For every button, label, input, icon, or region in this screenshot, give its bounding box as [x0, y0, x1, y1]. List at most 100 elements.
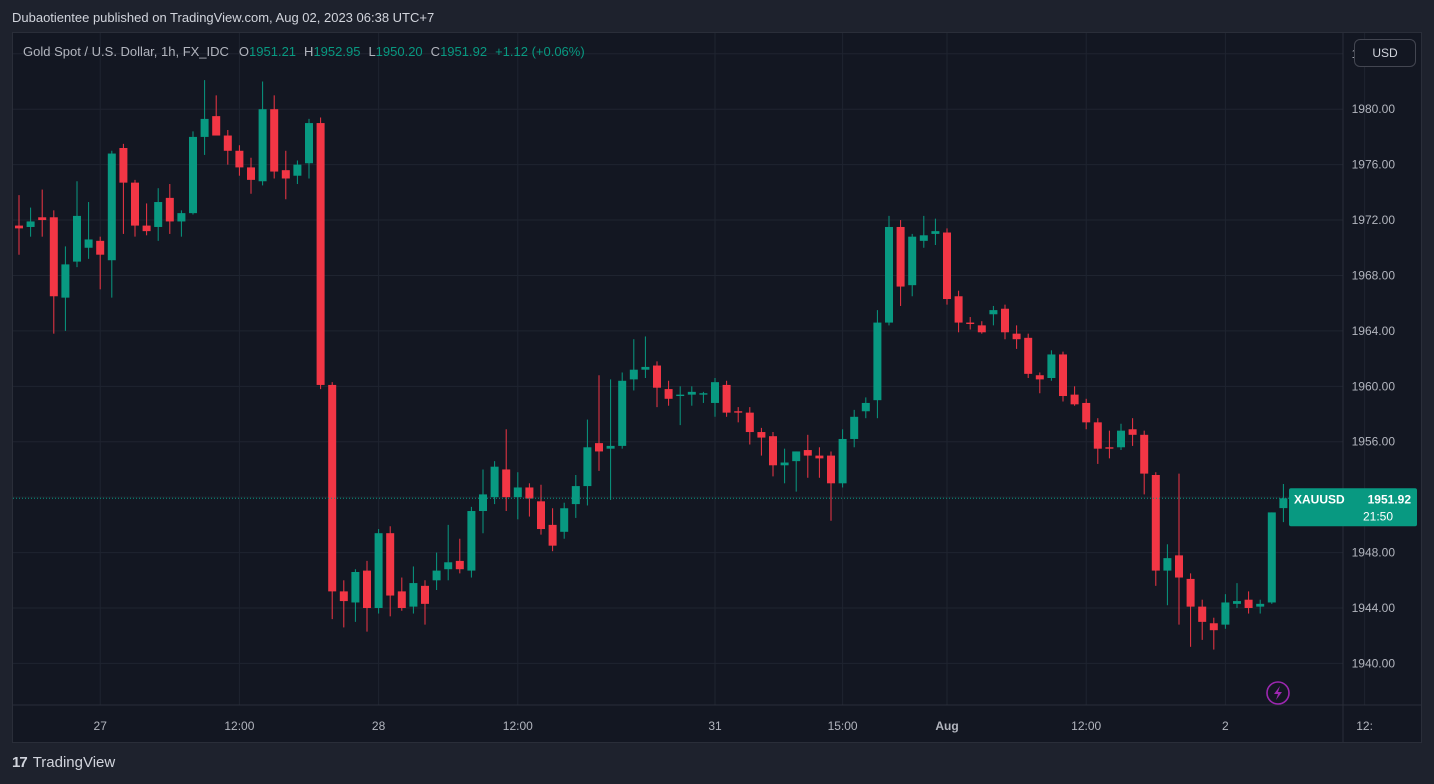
candle [1070, 386, 1079, 406]
candle [142, 203, 151, 236]
candle [1001, 304, 1009, 340]
candle [235, 145, 244, 176]
candle [919, 215, 928, 248]
candle [107, 150, 116, 298]
candle [560, 502, 569, 539]
candle-body [247, 167, 255, 180]
candle [490, 461, 499, 505]
candle-body [1256, 603, 1265, 607]
tradingview-brand: TradingView [32, 754, 116, 771]
candle [293, 160, 302, 185]
candle [641, 336, 650, 379]
candle [583, 419, 592, 506]
candle [989, 305, 998, 326]
candle-body [502, 469, 511, 498]
candle-body [1093, 422, 1102, 449]
candle [757, 427, 766, 456]
time-tick-label: 28 [372, 719, 386, 733]
candle-body [339, 591, 348, 602]
candle-body [142, 225, 151, 232]
candle [223, 129, 232, 165]
candle-body [293, 164, 302, 176]
candle-body [548, 524, 557, 546]
currency-button[interactable]: USD [1354, 39, 1416, 67]
candle-body [1279, 498, 1288, 509]
candle [977, 321, 986, 334]
candle-body [235, 150, 244, 168]
candle [397, 577, 406, 611]
candle-body [769, 436, 777, 466]
candle [84, 202, 93, 259]
candle-body [595, 443, 603, 452]
candle-body [200, 118, 209, 137]
candles [15, 80, 1288, 650]
candle-body [455, 560, 464, 570]
candle [1221, 594, 1230, 629]
candle-body [223, 135, 232, 151]
candle [339, 580, 348, 628]
candle-body [1059, 354, 1067, 397]
candle [1012, 325, 1021, 349]
time-axis[interactable]: 27 12:00 28 12:00 31 15:00 Aug 12:00 2 12: [94, 719, 1373, 733]
candle-body [838, 438, 847, 484]
candle-body [1047, 354, 1056, 379]
candle-body [189, 136, 197, 214]
candle-body [1001, 308, 1009, 333]
candle [154, 188, 163, 241]
candle [769, 432, 777, 477]
candle-body [1186, 578, 1195, 607]
candle [467, 506, 476, 578]
price-tick-label: 1960.00 [1352, 379, 1396, 393]
candle-body [316, 123, 325, 385]
candle [908, 233, 917, 297]
candle-body [177, 213, 186, 222]
grid-lines [13, 33, 1421, 742]
candle-body [1105, 447, 1114, 449]
candle-body [421, 585, 429, 604]
candle [212, 95, 221, 136]
candle [131, 179, 139, 237]
candle-body [61, 264, 70, 298]
lightning-icon[interactable] [1266, 681, 1290, 705]
candle [850, 409, 859, 448]
tradingview-logo[interactable]: 17 TradingView [12, 754, 115, 771]
candle [1035, 372, 1044, 394]
price-tick-label: 1980.00 [1352, 102, 1396, 116]
candle [432, 552, 441, 590]
price-axis[interactable]: 1984.001980.001976.001972.001968.001964.… [1352, 47, 1396, 671]
candle [606, 379, 615, 500]
candle [1175, 473, 1183, 625]
time-tick-label: 31 [708, 719, 722, 733]
candle-body [745, 412, 754, 433]
price-tick-label: 1940.00 [1352, 656, 1396, 670]
candle [119, 143, 128, 234]
candle [15, 195, 23, 255]
candle-body [757, 432, 766, 438]
candle-body [119, 148, 128, 183]
candle-body [479, 494, 487, 512]
candle [966, 317, 975, 330]
candle-body [780, 462, 789, 466]
candle [165, 184, 174, 234]
price-tick-label: 1972.00 [1352, 213, 1396, 227]
candle-body [560, 508, 569, 532]
candle [49, 210, 58, 334]
candle-body [989, 310, 998, 315]
candle [1117, 423, 1125, 451]
low-label: L [368, 44, 376, 59]
published-line: Dubaotientee published on TradingView.co… [12, 10, 435, 25]
time-tick-label: 12: [1356, 719, 1373, 733]
candle-body [96, 240, 105, 255]
chart-pane[interactable]: 1984.001980.001976.001972.001968.001964.… [12, 32, 1422, 743]
candle [444, 524, 453, 581]
candle-body [1140, 434, 1149, 474]
candle [1128, 418, 1137, 446]
candle-body [212, 116, 221, 136]
candle [270, 95, 279, 179]
candle-body [734, 411, 743, 413]
candlestick-chart[interactable]: 1984.001980.001976.001972.001968.001964.… [13, 33, 1421, 742]
price-tick-label: 1968.00 [1352, 268, 1396, 282]
candle-body [1209, 623, 1218, 631]
candle [96, 236, 105, 290]
candle [792, 451, 801, 492]
